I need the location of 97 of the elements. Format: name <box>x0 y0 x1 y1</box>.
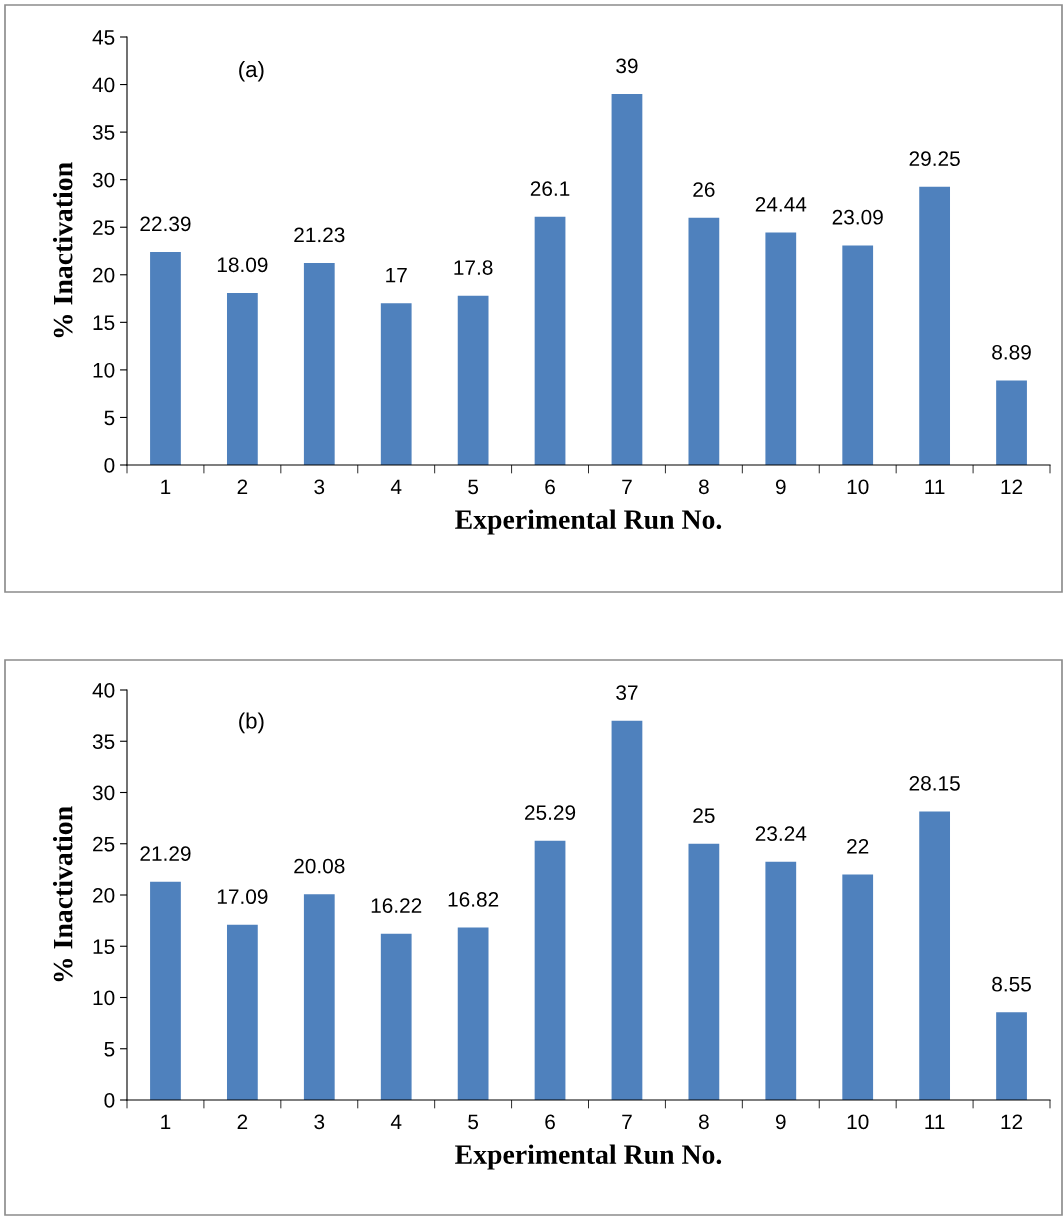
y-tick-label: 35 <box>92 734 115 749</box>
bar <box>996 1012 1027 1100</box>
x-tick-label: 6 <box>545 479 555 495</box>
x-tick-label: 9 <box>775 479 786 495</box>
x-tick-label: 7 <box>622 479 632 494</box>
data-label: 23.09 <box>832 209 883 225</box>
bar <box>380 933 412 1100</box>
x-tick-label: 8 <box>698 479 709 495</box>
data-label: 26 <box>693 182 715 197</box>
y-tick-label: 20 <box>93 267 115 283</box>
bar <box>611 720 643 1100</box>
data-label: 22 <box>847 838 869 854</box>
bar <box>534 840 566 1100</box>
x-tick-label: 4 <box>390 1114 402 1129</box>
x-tick-label: 3 <box>314 479 325 495</box>
y-tick-label: 10 <box>93 990 115 1006</box>
x-tick-label: 5 <box>468 1114 479 1130</box>
bar <box>765 861 797 1100</box>
x-tick-label: 12 <box>1001 479 1023 494</box>
y-tick-label: 0 <box>104 458 115 473</box>
data-label: 28.15 <box>909 775 960 791</box>
y-tick-label: 35 <box>92 125 115 140</box>
data-label: 23.24 <box>755 826 807 842</box>
data-label: 18.09 <box>217 257 268 273</box>
bar <box>226 292 258 465</box>
x-tick-label: 11 <box>925 1114 945 1129</box>
y-tick-label: 15 <box>93 315 115 331</box>
x-tick-label: 10 <box>847 479 869 495</box>
y-tick-label: 30 <box>92 172 115 188</box>
bar <box>534 216 566 465</box>
y-tick-label: 5 <box>104 410 115 426</box>
x-axis-title: Experimental Run No. <box>455 509 722 535</box>
x-tick-label: 5 <box>468 479 479 495</box>
y-tick-label: 10 <box>93 362 115 378</box>
x-tick-label: 8 <box>698 1114 709 1130</box>
data-label: 17 <box>386 267 407 283</box>
bar <box>457 295 489 465</box>
data-label: 21.29 <box>140 846 191 861</box>
bar <box>303 263 335 465</box>
bar <box>996 380 1027 465</box>
data-label: 16.82 <box>448 892 499 907</box>
y-axis-title: % Inactivation <box>52 162 73 338</box>
annotation: (b) <box>239 712 264 734</box>
data-label: 20.08 <box>294 858 345 874</box>
bar <box>842 874 874 1100</box>
data-label: 29.25 <box>909 151 960 167</box>
x-tick-label: 10 <box>847 1114 869 1130</box>
bar <box>611 94 643 465</box>
y-tick-label: 45 <box>92 30 115 45</box>
data-label: 37 <box>616 685 638 700</box>
data-label: 21.23 <box>294 227 345 243</box>
bar <box>380 303 412 465</box>
data-label: 25 <box>693 808 715 823</box>
x-axis-title: Experimental Run No. <box>455 1144 722 1170</box>
x-tick-label: 1 <box>161 1114 171 1129</box>
y-tick-label: 30 <box>92 785 115 801</box>
bar <box>226 924 258 1100</box>
data-label: 26.1 <box>530 181 570 196</box>
data-label: 16.22 <box>371 898 422 913</box>
y-tick-label: 40 <box>92 77 115 93</box>
data-label: 22.39 <box>140 216 191 232</box>
x-tick-label: 2 <box>237 1114 248 1129</box>
bar <box>688 217 720 465</box>
y-tick-label: 5 <box>104 1041 115 1057</box>
y-axis-title: % Inactivation <box>52 806 73 982</box>
y-tick-label: 0 <box>104 1093 115 1108</box>
y-tick-label: 15 <box>93 939 115 954</box>
x-tick-label: 4 <box>390 479 402 494</box>
annotation: (a) <box>239 60 264 82</box>
bar <box>842 245 874 465</box>
bar <box>150 252 181 465</box>
x-tick-label: 1 <box>161 479 171 494</box>
y-tick-label: 40 <box>92 683 115 698</box>
bar <box>765 232 797 465</box>
data-label: 24.44 <box>755 197 807 212</box>
data-label: 17.09 <box>217 889 268 905</box>
bar <box>919 811 951 1100</box>
data-label: 25.29 <box>525 805 576 820</box>
x-tick-label: 7 <box>622 1114 632 1129</box>
x-tick-label: 12 <box>1001 1114 1023 1129</box>
x-tick-label: 3 <box>314 1114 325 1130</box>
y-tick-label: 25 <box>93 220 115 235</box>
data-label: 39 <box>616 58 638 74</box>
bar <box>919 186 951 465</box>
bar <box>303 894 335 1100</box>
x-tick-label: 2 <box>237 479 248 494</box>
data-label: 8.89 <box>992 344 1031 360</box>
data-label: 17.8 <box>454 260 493 275</box>
bar <box>457 927 489 1100</box>
x-tick-label: 11 <box>925 479 945 494</box>
y-tick-label: 25 <box>93 836 115 852</box>
data-label: 8.55 <box>992 976 1031 992</box>
y-tick-label: 20 <box>93 888 115 903</box>
x-tick-label: 9 <box>775 1114 786 1130</box>
bar <box>688 843 720 1100</box>
x-tick-label: 6 <box>545 1114 555 1130</box>
bar <box>150 881 181 1100</box>
